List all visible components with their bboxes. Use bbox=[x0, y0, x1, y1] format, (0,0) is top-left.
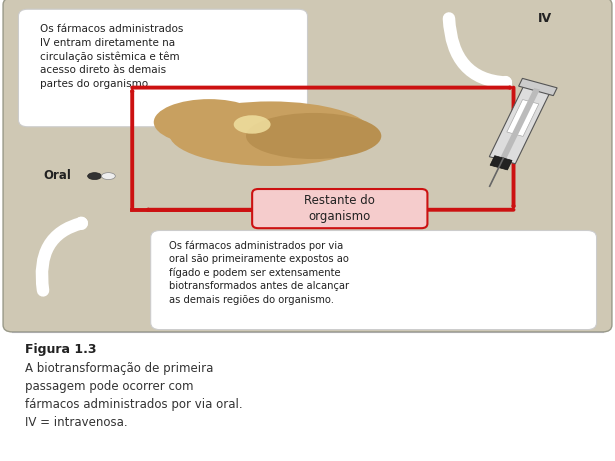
Polygon shape bbox=[507, 100, 539, 136]
Polygon shape bbox=[518, 78, 557, 95]
Polygon shape bbox=[490, 85, 550, 164]
Ellipse shape bbox=[101, 173, 116, 179]
FancyBboxPatch shape bbox=[3, 0, 612, 332]
Text: IV: IV bbox=[538, 12, 552, 24]
Text: Figura 1.3: Figura 1.3 bbox=[25, 343, 96, 356]
Ellipse shape bbox=[154, 99, 264, 145]
FancyBboxPatch shape bbox=[18, 9, 308, 127]
FancyBboxPatch shape bbox=[252, 189, 427, 228]
Text: A biotransformação de primeira
passagem pode ocorrer com
fármacos administrados : A biotransformação de primeira passagem … bbox=[25, 362, 242, 429]
Ellipse shape bbox=[246, 113, 381, 159]
Text: Os fármacos administrados por via
oral são primeiramente expostos ao
fígado e po: Os fármacos administrados por via oral s… bbox=[169, 241, 349, 305]
Polygon shape bbox=[490, 156, 512, 170]
Text: Restante do
organismo: Restante do organismo bbox=[304, 194, 375, 223]
Ellipse shape bbox=[169, 101, 372, 166]
Text: Os fármacos administrados
IV entram diretamente na
circulação sistêmica e têm
ac: Os fármacos administrados IV entram dire… bbox=[40, 24, 183, 89]
Ellipse shape bbox=[234, 115, 271, 134]
Polygon shape bbox=[499, 88, 540, 161]
FancyBboxPatch shape bbox=[151, 230, 597, 330]
Ellipse shape bbox=[88, 173, 101, 179]
Text: Oral: Oral bbox=[43, 169, 71, 182]
